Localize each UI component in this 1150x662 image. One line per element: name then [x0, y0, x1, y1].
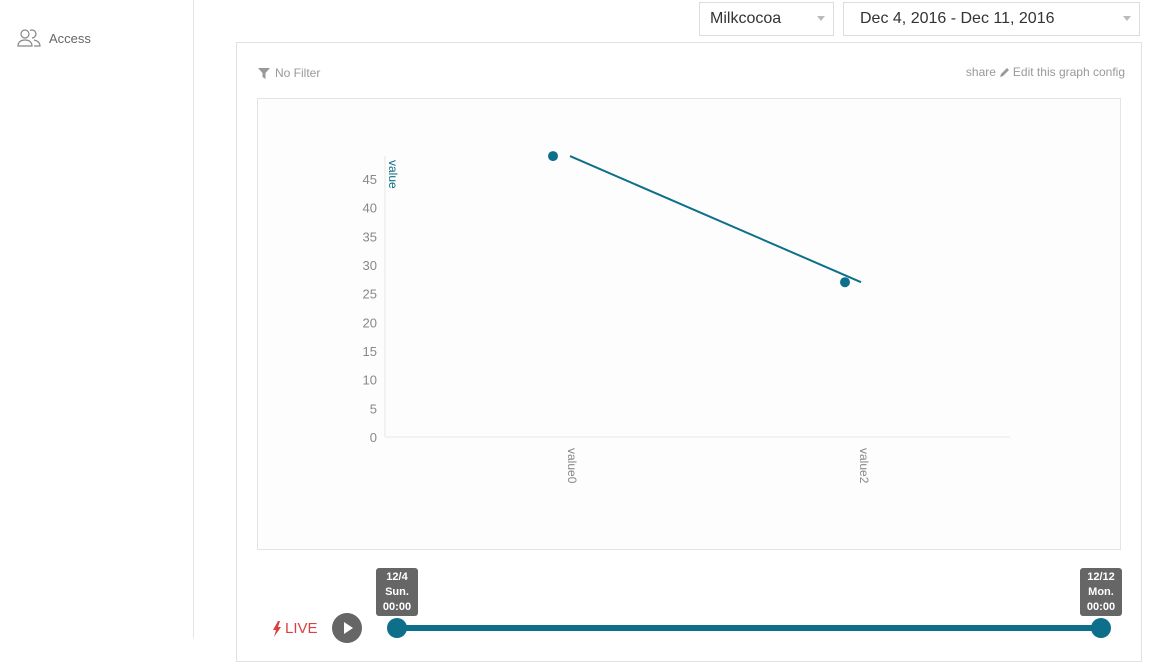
y-tick-label: 10 [363, 373, 377, 388]
x-tick-label: value0 [565, 448, 579, 484]
range-end-tooltip: 12/12 Mon. 00:00 [1080, 568, 1122, 616]
caret-down-icon [817, 16, 825, 21]
plot-area [257, 98, 1121, 550]
edit-config-link[interactable]: Edit this graph config [1012, 65, 1125, 79]
y-tick-label: 30 [363, 258, 377, 273]
sidebar: Access [0, 0, 194, 638]
sidebar-item-label: Access [49, 30, 91, 46]
y-tick-label: 25 [363, 287, 377, 302]
timeline-slider-track[interactable] [397, 625, 1101, 631]
slider-start-handle[interactable] [387, 618, 407, 638]
lightning-icon [273, 620, 281, 637]
filter-icon [258, 67, 270, 79]
filter-label: No Filter [275, 66, 321, 80]
date-range-value: Dec 4, 2016 - Dec 11, 2016 [860, 10, 1055, 27]
y-tick-label: 15 [363, 344, 377, 359]
start-day: Sun. [385, 586, 409, 598]
date-range-select[interactable]: Dec 4, 2016 - Dec 11, 2016 [843, 2, 1140, 36]
data-point[interactable] [548, 151, 558, 162]
source-select[interactable]: Milkcocoa [699, 2, 834, 36]
end-day: Mon. [1088, 586, 1114, 598]
end-time: 00:00 [1086, 601, 1116, 613]
x-tick-label: value2 [857, 448, 871, 484]
users-icon [17, 29, 41, 47]
sidebar-item-access[interactable]: Access [17, 28, 91, 48]
y-tick-label: 5 [370, 401, 377, 416]
y-tick-label: 40 [363, 201, 377, 216]
y-tick-label: 20 [363, 315, 377, 330]
share-link[interactable]: share [965, 65, 996, 79]
y-tick-label: 45 [363, 172, 377, 187]
data-point[interactable] [840, 277, 850, 288]
y-tick-label: 35 [363, 229, 377, 244]
range-start-tooltip: 12/4 Sun. 00:00 [376, 568, 418, 616]
end-date: 12/12 [1087, 571, 1115, 583]
pencil-icon [999, 67, 1009, 77]
slider-end-handle[interactable] [1091, 618, 1111, 638]
start-time: 00:00 [382, 601, 412, 613]
filter-button[interactable]: No Filter [258, 66, 320, 80]
start-date: 12/4 [386, 571, 408, 583]
y-tick-label: 0 [370, 430, 377, 445]
line-chart: 0 5 10 15 20 25 30 35 40 45 value value0 value2 [363, 151, 1010, 484]
caret-down-icon [1123, 16, 1131, 21]
play-button[interactable] [332, 613, 362, 643]
source-select-value: Milkcocoa [710, 10, 782, 27]
y-axis-label: value [386, 160, 400, 189]
live-button[interactable]: LIVE [272, 620, 318, 637]
series-line [569, 155, 862, 284]
live-label: LIVE [285, 620, 318, 637]
